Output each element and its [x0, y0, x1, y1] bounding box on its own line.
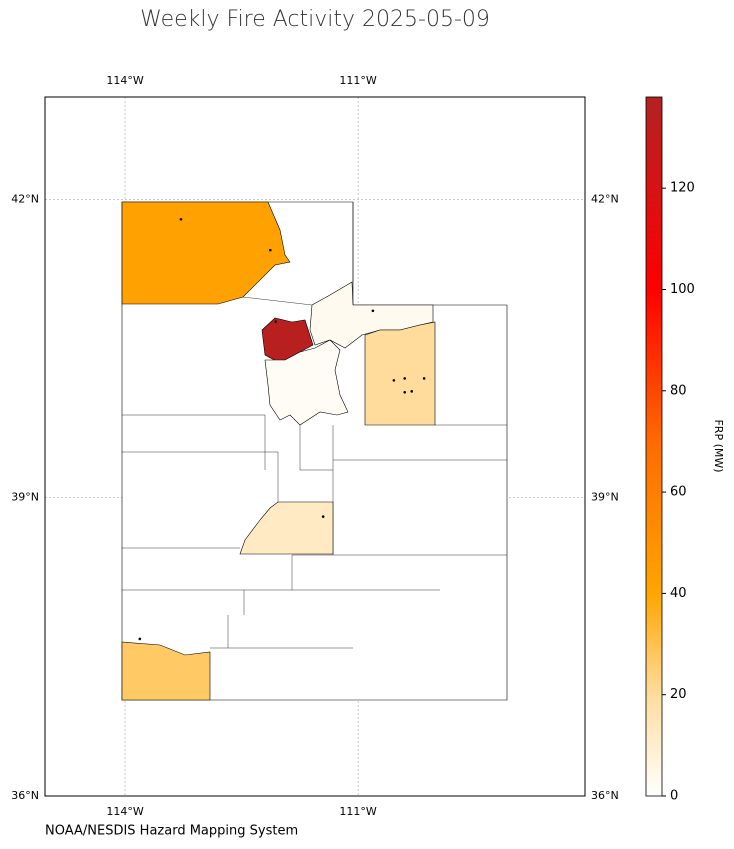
fire-point: [403, 391, 407, 394]
fire-point: [392, 379, 396, 382]
x-tick-label: 111°W: [339, 74, 376, 87]
source-text: NOAA/NESDIS Hazard Mapping System: [45, 824, 298, 839]
colorbar-label: FRP (MW): [712, 419, 725, 472]
colorbar-tick-label: 120: [670, 181, 695, 196]
map-frame: [44, 96, 586, 797]
region: [239, 501, 334, 555]
fire-point: [179, 218, 183, 221]
y-tick-label: 36°N: [11, 789, 39, 802]
colorbar-tick-label: 0: [670, 789, 678, 804]
region: [121, 201, 291, 305]
x-tick-label: 114°W: [106, 74, 143, 87]
y-tick-label: 36°N: [591, 789, 619, 802]
colorbar-tick-label: 40: [670, 586, 687, 601]
map-title: Weekly Fire Activity 2025-05-09: [140, 7, 490, 32]
fire-point: [269, 248, 272, 252]
fire-point: [403, 377, 407, 380]
region: [121, 641, 211, 701]
fire-point: [422, 377, 426, 380]
county-line: [242, 296, 313, 306]
region: [264, 339, 349, 426]
colorbar-tick-label: 20: [670, 687, 687, 702]
y-tick-label: 42°N: [591, 192, 619, 205]
fire-point: [371, 309, 375, 313]
fire-point: [321, 515, 325, 518]
colorbar-tick-label: 60: [670, 485, 687, 500]
x-tick-label: 114°W: [106, 805, 143, 818]
y-tick-label: 39°N: [11, 491, 39, 504]
region: [364, 321, 436, 426]
fire-point: [410, 390, 414, 393]
x-tick-label: 111°W: [339, 805, 376, 818]
colorbar-tick-label: 100: [670, 282, 695, 297]
y-tick-label: 42°N: [11, 192, 39, 205]
colorbar: [645, 96, 663, 797]
y-tick-label: 39°N: [591, 491, 619, 504]
colorbar-tick-label: 80: [670, 383, 687, 398]
fire-point: [274, 320, 278, 324]
fire-point: [138, 637, 142, 641]
